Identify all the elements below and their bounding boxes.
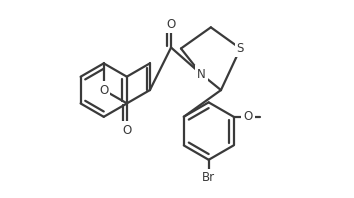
Text: N: N [197,68,206,81]
Text: Br: Br [202,171,215,184]
Text: O: O [243,110,252,123]
Text: S: S [237,42,244,55]
Text: O: O [122,124,132,137]
Text: O: O [99,84,108,97]
Text: O: O [166,18,176,31]
